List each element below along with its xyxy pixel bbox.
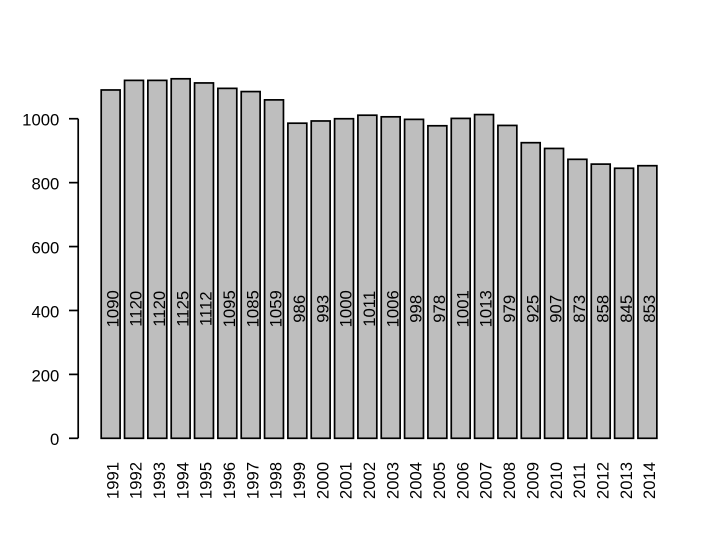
svg-text:1013: 1013: [477, 290, 496, 327]
svg-text:1112: 1112: [197, 291, 216, 326]
svg-text:1999: 1999: [290, 462, 309, 499]
svg-text:2012: 2012: [593, 462, 612, 499]
svg-text:600: 600: [31, 238, 59, 257]
svg-text:907: 907: [547, 295, 566, 323]
svg-text:1011: 1011: [360, 291, 379, 327]
svg-text:979: 979: [500, 295, 519, 323]
svg-text:873: 873: [570, 295, 589, 323]
svg-text:2006: 2006: [453, 462, 472, 499]
svg-text:1120: 1120: [127, 291, 146, 327]
svg-text:993: 993: [313, 295, 332, 323]
svg-text:1996: 1996: [220, 462, 239, 499]
svg-text:1120: 1120: [150, 291, 169, 327]
svg-text:2004: 2004: [407, 462, 426, 499]
svg-text:1998: 1998: [267, 462, 286, 499]
svg-text:978: 978: [430, 295, 449, 323]
svg-text:845: 845: [617, 295, 636, 323]
svg-text:2008: 2008: [500, 462, 519, 499]
svg-text:2005: 2005: [430, 462, 449, 499]
svg-text:800: 800: [31, 175, 59, 194]
svg-text:1090: 1090: [103, 290, 122, 327]
svg-text:1085: 1085: [243, 290, 262, 327]
svg-text:1992: 1992: [127, 462, 146, 499]
svg-text:2014: 2014: [640, 462, 659, 499]
svg-text:2007: 2007: [477, 462, 496, 499]
svg-text:200: 200: [31, 366, 59, 385]
svg-text:925: 925: [523, 295, 542, 323]
svg-text:0: 0: [50, 430, 59, 449]
svg-text:2009: 2009: [523, 462, 542, 499]
svg-text:2010: 2010: [547, 462, 566, 499]
svg-text:853: 853: [640, 295, 659, 323]
svg-text:400: 400: [31, 302, 59, 321]
svg-text:1006: 1006: [383, 290, 402, 327]
svg-text:2001: 2001: [337, 462, 356, 499]
svg-text:1000: 1000: [337, 290, 356, 327]
svg-text:2011: 2011: [570, 463, 589, 499]
svg-text:1059: 1059: [267, 290, 286, 327]
svg-text:998: 998: [407, 295, 426, 323]
svg-text:2000: 2000: [313, 462, 332, 499]
svg-text:1000: 1000: [22, 111, 59, 130]
svg-text:1125: 1125: [173, 291, 192, 327]
svg-text:1991: 1991: [103, 462, 122, 499]
svg-text:858: 858: [593, 295, 612, 323]
svg-text:2003: 2003: [383, 462, 402, 499]
svg-text:1001: 1001: [453, 290, 472, 327]
svg-text:1997: 1997: [243, 462, 262, 499]
svg-text:1993: 1993: [150, 462, 169, 499]
svg-text:2002: 2002: [360, 462, 379, 499]
svg-text:986: 986: [290, 295, 309, 323]
svg-text:2013: 2013: [617, 462, 636, 499]
svg-text:1994: 1994: [173, 462, 192, 499]
svg-text:1095: 1095: [220, 290, 239, 327]
svg-text:1995: 1995: [197, 462, 216, 499]
